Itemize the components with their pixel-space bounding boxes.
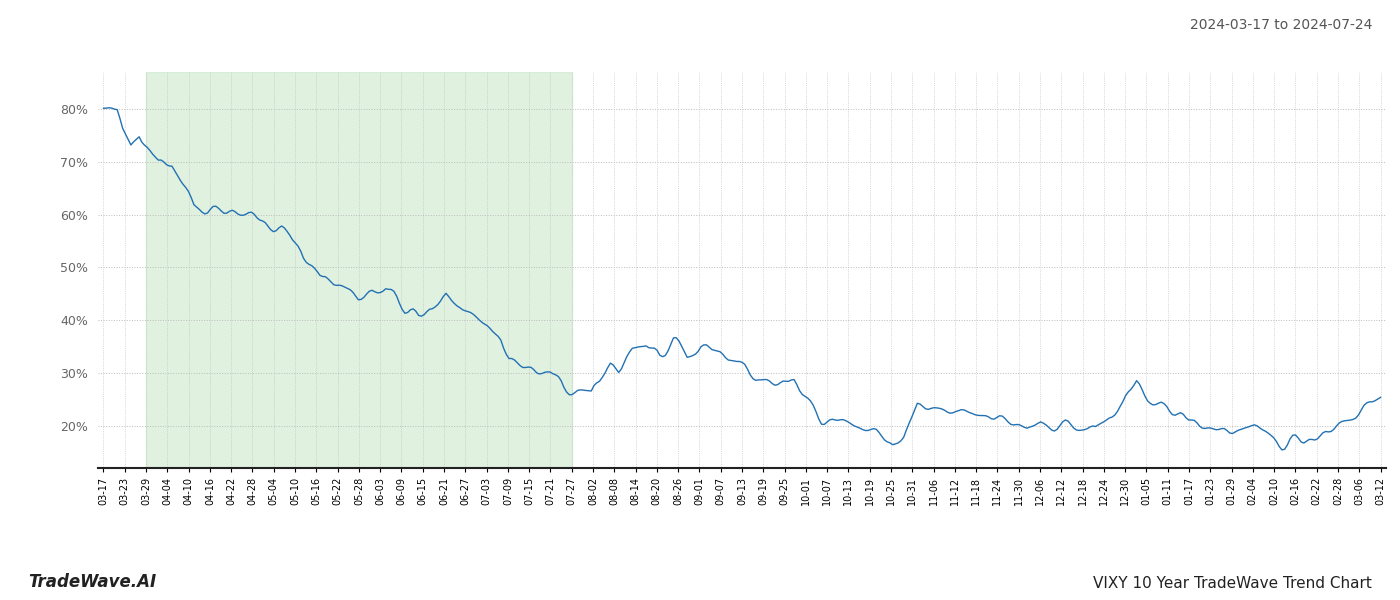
Text: TradeWave.AI: TradeWave.AI	[28, 573, 157, 591]
Text: VIXY 10 Year TradeWave Trend Chart: VIXY 10 Year TradeWave Trend Chart	[1093, 576, 1372, 591]
Text: 2024-03-17 to 2024-07-24: 2024-03-17 to 2024-07-24	[1190, 18, 1372, 32]
Bar	[146, 72, 571, 468]
